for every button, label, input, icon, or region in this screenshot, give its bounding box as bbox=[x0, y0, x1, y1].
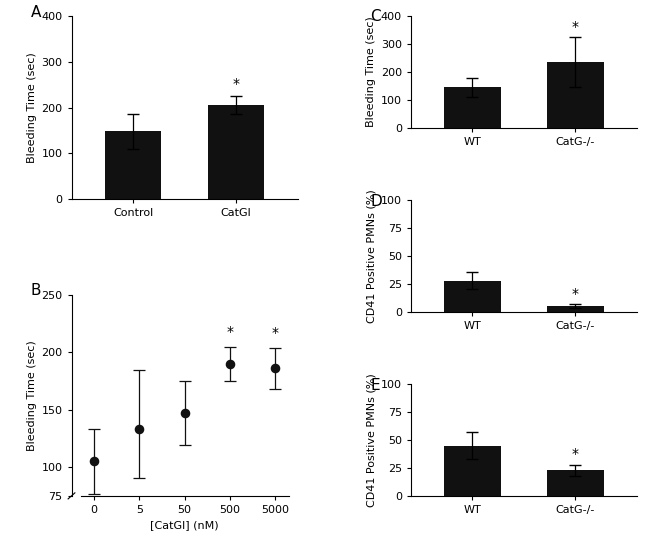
Bar bbox=[444, 446, 500, 496]
Y-axis label: Bleeding Time (sec): Bleeding Time (sec) bbox=[367, 17, 376, 127]
Bar bbox=[208, 105, 265, 199]
Bar bbox=[444, 87, 500, 128]
Bar bbox=[547, 470, 604, 496]
Bar bbox=[547, 306, 604, 312]
Text: E: E bbox=[370, 378, 380, 392]
Bar bbox=[105, 132, 161, 199]
Text: *: * bbox=[272, 326, 279, 340]
Bar bbox=[547, 62, 604, 128]
Text: C: C bbox=[370, 10, 381, 24]
Y-axis label: CD41 Positive PMNs (%): CD41 Positive PMNs (%) bbox=[367, 373, 376, 507]
Text: D: D bbox=[370, 194, 382, 209]
Text: *: * bbox=[572, 20, 578, 34]
Bar bbox=[444, 281, 500, 312]
Text: *: * bbox=[226, 324, 233, 338]
Y-axis label: Bleeding Time (sec): Bleeding Time (sec) bbox=[27, 52, 37, 163]
Text: B: B bbox=[31, 283, 42, 298]
Text: *: * bbox=[233, 77, 239, 91]
X-axis label: [CatGl] (nM): [CatGl] (nM) bbox=[150, 521, 219, 530]
Text: *: * bbox=[572, 287, 578, 301]
Text: *: * bbox=[572, 447, 578, 461]
Y-axis label: CD41 Positive PMNs (%): CD41 Positive PMNs (%) bbox=[367, 189, 376, 323]
Y-axis label: Bleeding Time (sec): Bleeding Time (sec) bbox=[27, 340, 37, 451]
Text: A: A bbox=[31, 5, 41, 20]
